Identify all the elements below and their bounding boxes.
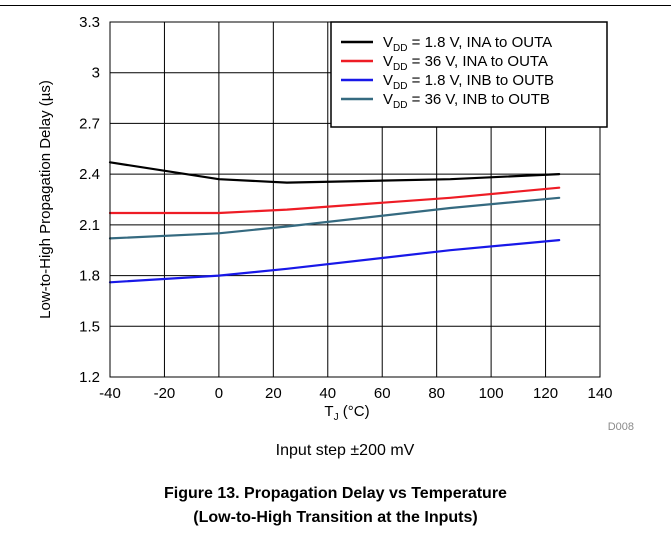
series-line-3 xyxy=(108,239,561,284)
y-axis-title: Low-to-High Propagation Delay (µs) xyxy=(37,80,54,319)
x-tick-labels: -40 -20 0 20 40 60 80 100 120 140 xyxy=(99,385,612,402)
series-lines xyxy=(108,161,561,284)
y-tick-label: 2.7 xyxy=(79,115,100,132)
x-tick-label: -20 xyxy=(154,385,176,402)
x-tick-label: 20 xyxy=(265,385,282,402)
x-axis-title: TJ (°C) xyxy=(324,403,369,423)
legend-label-1: VDD = 1.8 V, INA to OUTA xyxy=(383,34,552,54)
x-tick-label: 60 xyxy=(374,385,391,402)
x-tick-label: 40 xyxy=(319,385,336,402)
series-line-4 xyxy=(108,196,561,240)
x-axis-title-main: T xyxy=(324,403,333,420)
legend-label-2: VDD = 36 V, INA to OUTA xyxy=(383,53,548,73)
legend-label-4: VDD = 36 V, INB to OUTB xyxy=(383,91,550,111)
caption-line-2: (Low-to-High Transition at the Inputs) xyxy=(193,509,478,526)
series-line-1 xyxy=(108,161,561,184)
y-tick-label: 2.4 xyxy=(79,166,100,183)
legend-box xyxy=(330,21,608,128)
propagation-delay-chart: -40 -20 0 20 40 60 80 100 120 140 1.2 1.5 1.8 2.1 2.4… xyxy=(37,14,634,459)
x-tick-label: 80 xyxy=(428,385,445,402)
x-tick-label: 140 xyxy=(587,385,612,402)
figure-id-label: D008 xyxy=(608,421,634,433)
x-tick-label: 100 xyxy=(479,385,504,402)
x-tick-label: -40 xyxy=(99,385,121,402)
y-tick-label: 1.8 xyxy=(79,268,100,285)
series-line-2 xyxy=(108,186,561,215)
y-tick-label: 3 xyxy=(92,65,100,82)
y-tick-labels: 1.2 1.5 1.8 2.1 2.4 2.7 3 3.3 xyxy=(79,14,100,386)
x-axis-title-unit: (°C) xyxy=(339,403,370,420)
y-tick-label: 3.3 xyxy=(79,14,100,31)
x-axis-title-sub: J xyxy=(334,412,339,423)
figure-caption: Figure 13. Propagation Delay vs Temperat… xyxy=(0,482,671,530)
y-tick-label: 2.1 xyxy=(79,217,100,234)
y-tick-label: 1.5 xyxy=(79,318,100,335)
top-rule xyxy=(0,5,671,6)
legend-label-3: VDD = 1.8 V, INB to OUTB xyxy=(383,72,554,92)
x-tick-label: 120 xyxy=(533,385,558,402)
x-tick-label: 0 xyxy=(215,385,223,402)
y-tick-label: 1.2 xyxy=(79,369,100,386)
caption-line-1: Figure 13. Propagation Delay vs Temperat… xyxy=(164,485,507,502)
chart-subtitle: Input step ±200 mV xyxy=(276,442,415,459)
